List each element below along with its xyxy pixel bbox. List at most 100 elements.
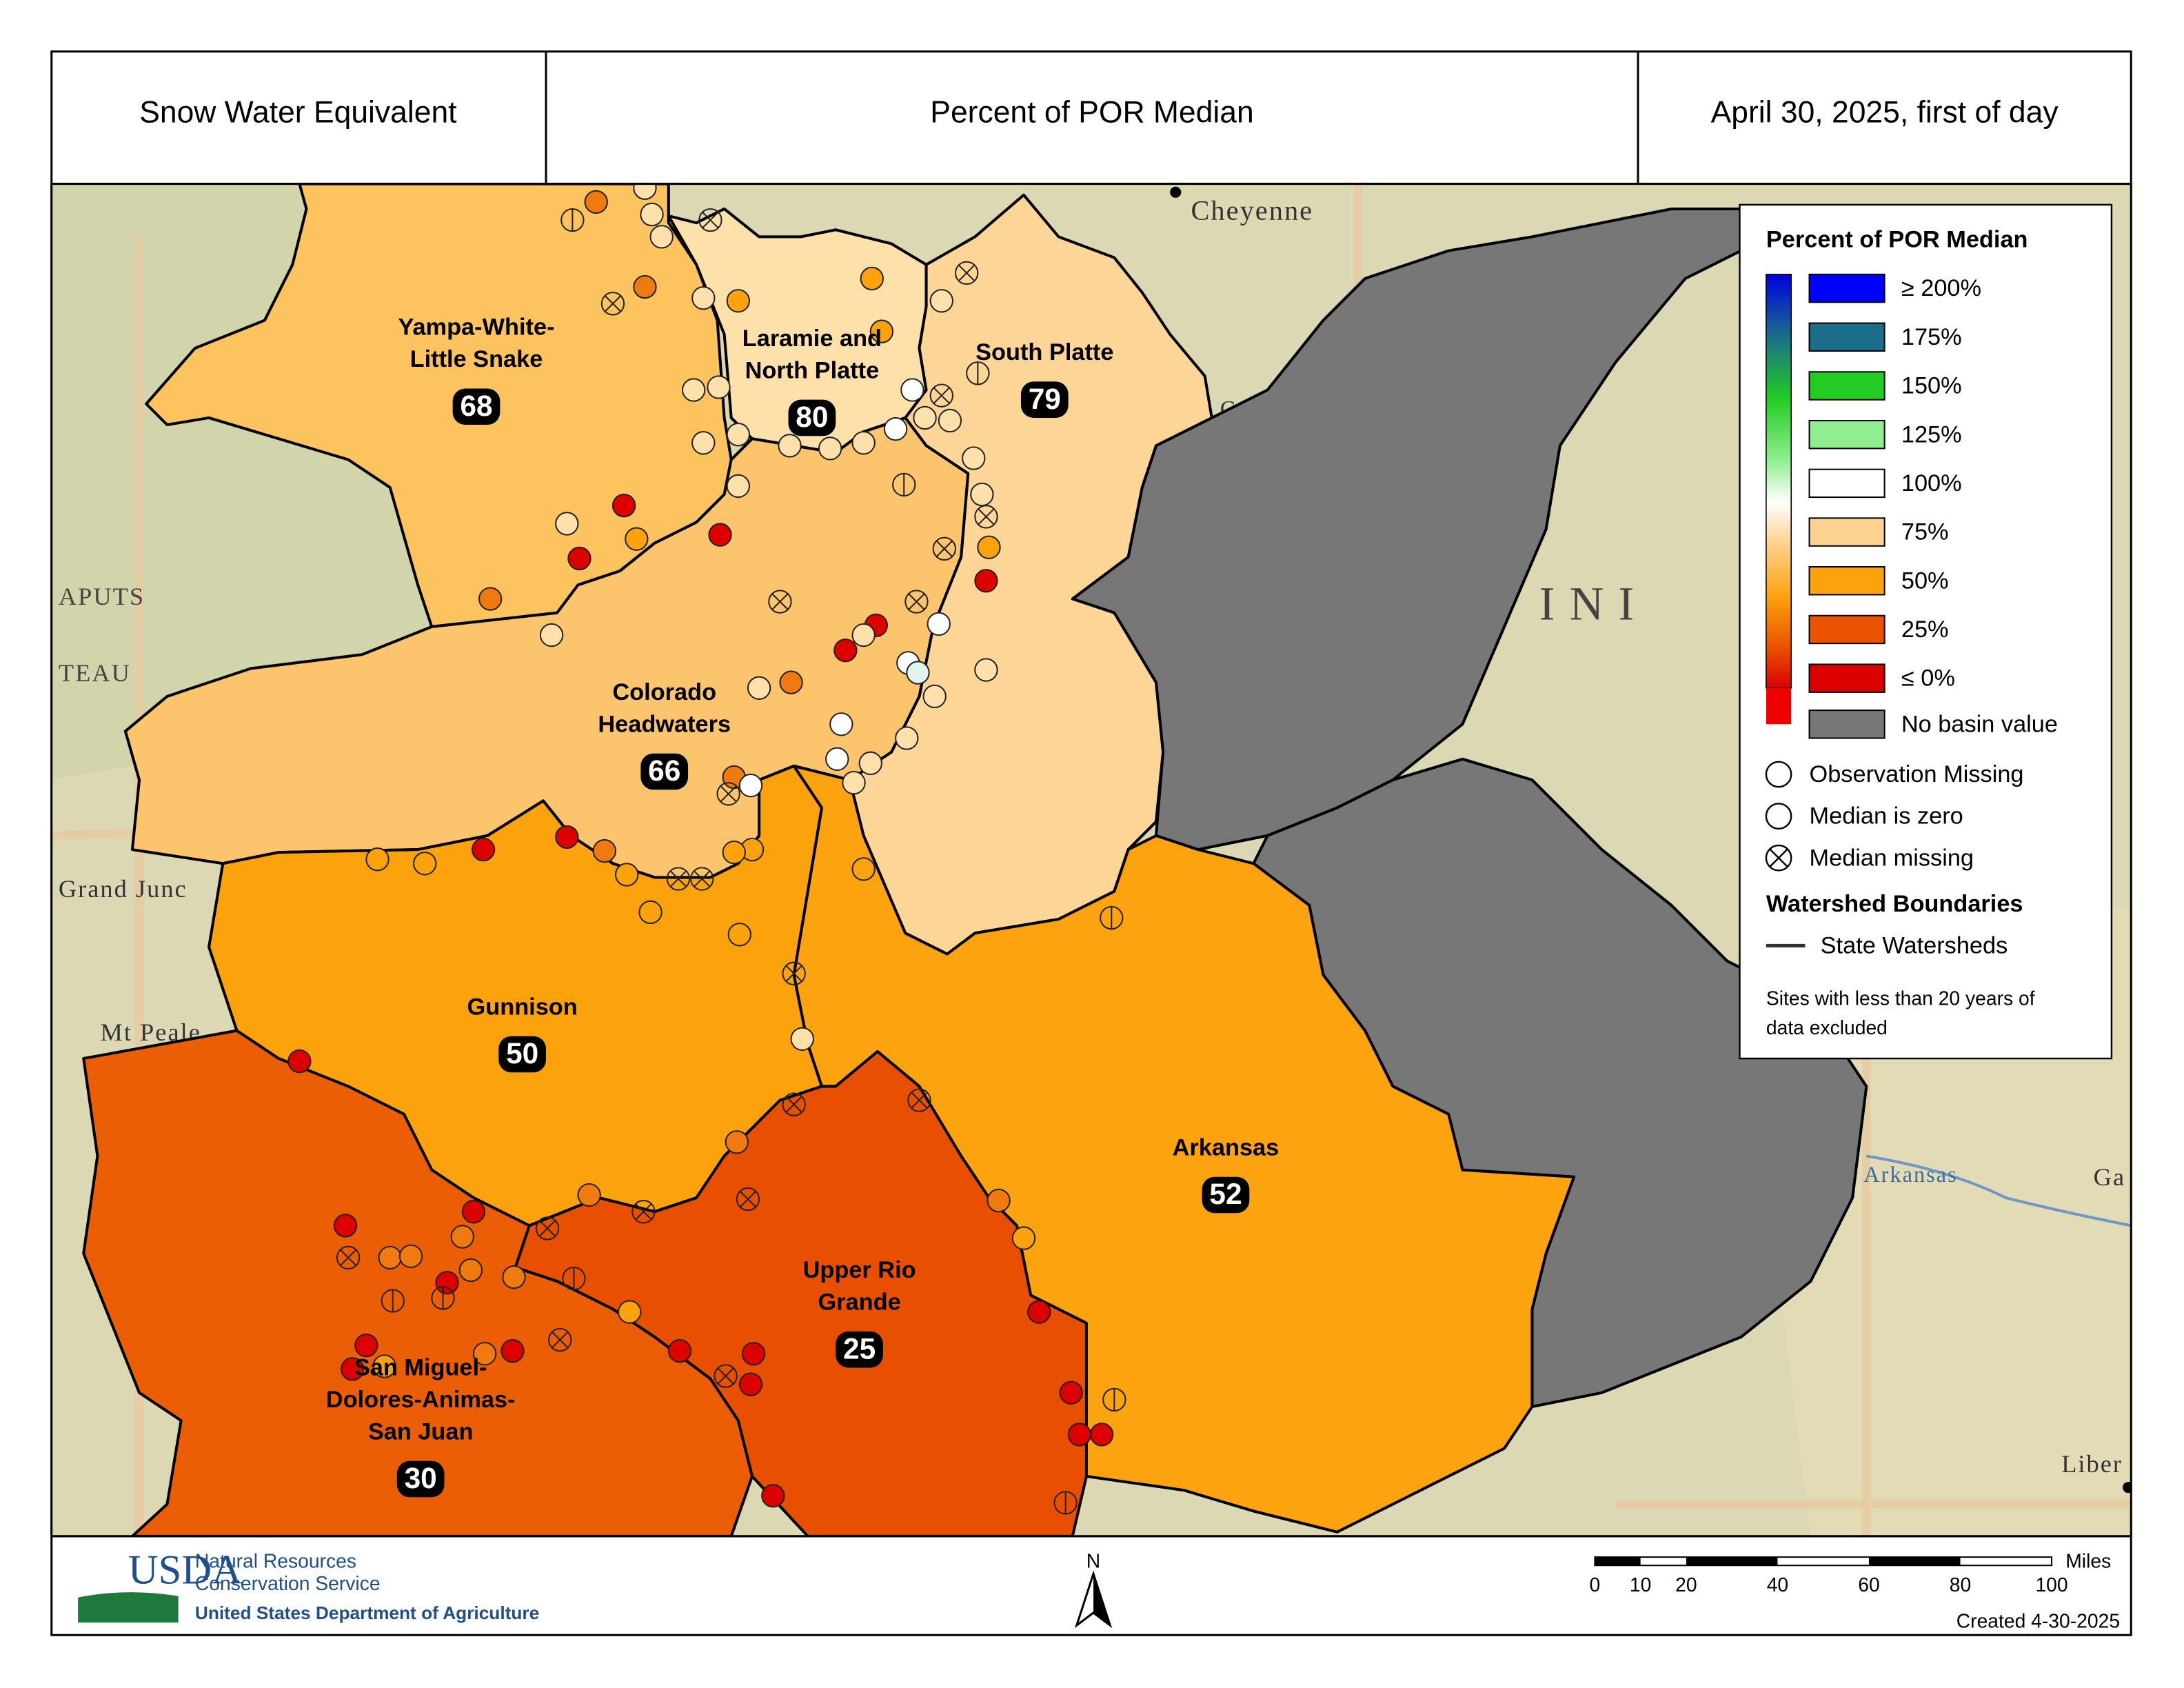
site [666, 867, 691, 891]
site [1059, 1380, 1083, 1405]
site-median-missing [933, 387, 950, 404]
site [929, 289, 953, 313]
site [974, 505, 998, 529]
place-label: Arkansas [1863, 1162, 1957, 1187]
site [471, 837, 496, 862]
site [726, 423, 750, 447]
scale-unit: Miles [2065, 1550, 2111, 1572]
site [913, 405, 937, 430]
site [413, 852, 437, 876]
scale-tick-label: 20 [1675, 1574, 1697, 1596]
basin-value-badge [498, 1036, 546, 1073]
agency-line: Natural Resources [195, 1550, 356, 1572]
basin-value: 52 [1209, 1178, 1242, 1210]
site [458, 1258, 483, 1283]
site-median-missing [739, 1191, 756, 1208]
legend: Percent of POR Median ≥ 200% 175% 150% 125%… [1739, 203, 2113, 1060]
scale-segment [1686, 1557, 1778, 1566]
scale-outline [1594, 1556, 2053, 1567]
site [974, 658, 998, 682]
site [987, 1188, 1011, 1213]
department: United States Department of Agriculture [195, 1602, 539, 1623]
legend-swatch [1808, 273, 1885, 303]
header-right: April 30, 2025, first of day [1711, 95, 2059, 129]
site [539, 623, 564, 647]
site [698, 208, 722, 232]
site [340, 1357, 365, 1381]
site [633, 183, 657, 200]
legend-label: Median is zero [1810, 803, 1963, 830]
scale-segment [1868, 1557, 1961, 1566]
site [333, 1214, 358, 1238]
legend-note: data excluded [1766, 1016, 1888, 1038]
site [707, 375, 731, 399]
site [726, 474, 750, 499]
legend-swatch [1808, 517, 1885, 547]
place-label: APUTS [59, 583, 145, 610]
basin-name: Gunnison [467, 994, 578, 1020]
site [398, 1244, 423, 1269]
basin-value-badge [452, 388, 501, 425]
header-center: Percent of POR Median [930, 95, 1253, 129]
legend-box [1739, 203, 2113, 1060]
site [555, 512, 579, 536]
site-median-missing [694, 870, 711, 887]
site [895, 726, 919, 750]
site [904, 590, 929, 614]
legend-label: No basin value [1901, 711, 2058, 737]
site [714, 1364, 738, 1388]
site-median-missing [936, 540, 953, 557]
site [782, 1092, 806, 1116]
site [567, 546, 592, 571]
site [970, 482, 994, 507]
site [535, 1216, 560, 1240]
legend-label: 125% [1901, 421, 1962, 448]
site [860, 266, 884, 291]
scale-tick-label: 10 [1630, 1574, 1651, 1596]
site [633, 274, 657, 299]
site [600, 292, 625, 316]
site [625, 527, 649, 551]
site [932, 536, 957, 561]
legend-swatch [1808, 322, 1885, 352]
basin-value-badge [1020, 381, 1069, 418]
place-label: Ga [2094, 1163, 2125, 1191]
site [708, 523, 732, 547]
legend-title: Percent of POR Median [1766, 227, 2028, 253]
basin-value-badge [396, 1460, 445, 1498]
site [577, 1183, 601, 1207]
site [725, 1130, 749, 1154]
site [450, 1225, 474, 1249]
site [782, 961, 806, 986]
site [618, 1300, 642, 1324]
legend-label: ≤ 0% [1901, 665, 1955, 692]
site [727, 923, 752, 947]
site [1089, 1423, 1114, 1447]
site-median-missing [702, 212, 719, 229]
basin-name: Laramie and [742, 325, 882, 352]
legend-label: 100% [1901, 470, 1962, 496]
basin-name: Upper Rio [803, 1257, 916, 1283]
site [722, 840, 746, 865]
site [977, 535, 1001, 559]
site-median-missing [604, 295, 622, 312]
legend-symbol [1765, 761, 1792, 788]
site [615, 863, 639, 887]
legend-label: 75% [1901, 519, 1949, 545]
legend-swatch [1808, 710, 1885, 739]
site [818, 436, 842, 461]
site [365, 847, 390, 872]
site [461, 1200, 486, 1224]
site [681, 378, 706, 402]
scale-tick-label: 40 [1767, 1574, 1788, 1596]
site [501, 1339, 525, 1363]
site [962, 446, 986, 470]
site [929, 383, 953, 408]
legend-label: 150% [1901, 373, 1962, 399]
river [1866, 1154, 2132, 1227]
legend-swatch [1808, 371, 1885, 401]
site [502, 1265, 526, 1289]
basin-value-badge [836, 1331, 883, 1368]
place-label: TEAU [59, 659, 131, 687]
